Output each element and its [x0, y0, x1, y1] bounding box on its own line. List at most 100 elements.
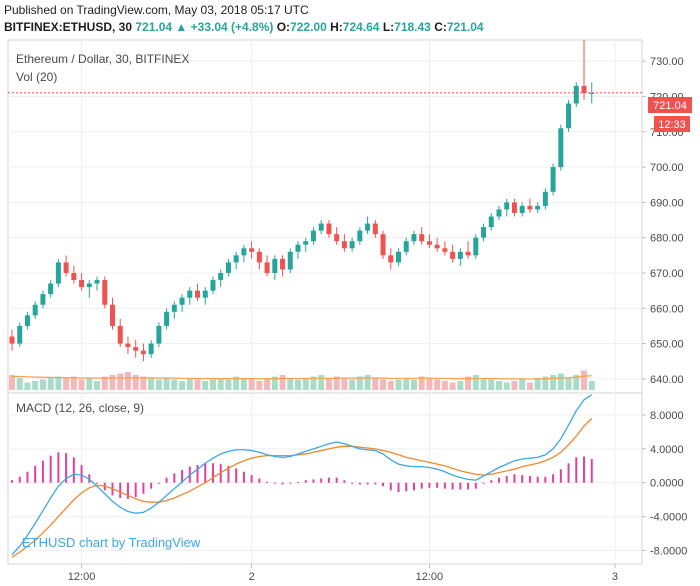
- candle-body: [349, 241, 355, 249]
- high-label: H:: [330, 20, 343, 34]
- volume-bar: [225, 379, 232, 390]
- macd-histogram-bar: [482, 482, 485, 484]
- macd-histogram-bar: [583, 456, 586, 483]
- candle-body: [519, 205, 525, 213]
- volume-ma-line: [12, 375, 592, 380]
- candle-body: [372, 223, 378, 235]
- macd-histogram-bar: [312, 479, 315, 483]
- volume-bar: [163, 378, 170, 390]
- candle-body: [287, 251, 293, 270]
- volume-bar: [349, 379, 356, 390]
- axes: 640.00 650.00 660.00 670.00 680.00 690.00 700.…: [68, 56, 688, 583]
- candle-body: [550, 167, 556, 192]
- candle-body: [48, 283, 54, 295]
- macd-histogram-bar: [41, 460, 44, 483]
- volume-bar: [325, 378, 332, 390]
- macd-histogram-bar: [320, 478, 323, 483]
- volume-bar: [387, 381, 394, 390]
- volume-bar: [488, 379, 495, 390]
- volume-bar: [495, 381, 502, 390]
- macd-histogram-bar: [80, 464, 83, 483]
- close-label: C:: [434, 20, 447, 34]
- volume-bar: [117, 373, 124, 390]
- volume-bar: [109, 375, 116, 390]
- candle-body: [403, 241, 409, 252]
- candle-body: [40, 294, 46, 305]
- volume-bar: [101, 376, 108, 390]
- macd-histogram-bar: [405, 482, 408, 492]
- macd-histogram-bar: [528, 475, 531, 483]
- volume-bar: [209, 379, 216, 390]
- close-value: 721.04: [446, 20, 484, 34]
- volume-bar: [256, 381, 263, 390]
- last-price: 721.04: [135, 20, 173, 34]
- candle-body: [156, 325, 162, 344]
- candle-body: [79, 280, 85, 288]
- macd-histogram-bar: [119, 482, 122, 498]
- price-tick-label: 680.00: [650, 233, 684, 245]
- macd-histogram-bar: [18, 476, 21, 483]
- macd-tick-label: 8.0000: [650, 410, 684, 422]
- candle-body: [195, 290, 201, 298]
- candle-body: [426, 241, 432, 245]
- candle-body: [303, 241, 309, 245]
- volume-bar: [39, 379, 46, 390]
- macd-histogram-bar: [327, 477, 330, 483]
- candle-body: [102, 280, 108, 305]
- symbol-label: BITFINEX:ETHUSD, 30: [4, 20, 133, 34]
- volume-bar: [202, 381, 209, 390]
- volume-bar: [47, 378, 54, 390]
- macd-histogram-bar: [181, 470, 184, 483]
- macd-histogram-bar: [142, 482, 145, 494]
- high-value: 724.64: [342, 20, 380, 34]
- volume-bar: [410, 379, 417, 390]
- candle-body: [241, 248, 247, 256]
- volume-bar: [194, 379, 201, 390]
- candle-body: [179, 297, 185, 305]
- macd-histogram-bar: [552, 474, 555, 483]
- macd-tick-label: 4.0000: [650, 444, 684, 456]
- candle-body: [326, 223, 332, 235]
- time-tick-label: 2: [249, 571, 255, 583]
- low-value: 718.43: [394, 20, 431, 34]
- volume-bar: [441, 381, 448, 390]
- macd-histogram-bar: [165, 477, 168, 483]
- candle-body: [341, 241, 347, 249]
- candle-body: [573, 85, 579, 104]
- candle-body: [71, 272, 77, 281]
- candle-body: [109, 304, 115, 326]
- macd-histogram-bar: [366, 482, 369, 485]
- macd-histogram-bar: [266, 481, 269, 483]
- macd-histogram-bar: [358, 482, 361, 485]
- macd-histogram-bar: [304, 480, 307, 483]
- candle-body: [318, 223, 324, 231]
- macd-histogram-bar: [474, 482, 477, 489]
- candle-body: [24, 315, 30, 326]
- macd-histogram-bar: [88, 474, 91, 483]
- candle-body: [256, 251, 262, 263]
- macd-histogram-bar: [258, 478, 261, 483]
- macd-histogram-bar: [351, 482, 354, 484]
- candle-body: [17, 325, 23, 344]
- volume-bar: [403, 378, 410, 390]
- macd-line: [11, 394, 593, 556]
- macd-histogram-bar: [126, 482, 129, 499]
- volume-bar: [333, 376, 340, 390]
- macd-histogram-bar: [11, 480, 13, 483]
- volume-bar: [155, 379, 162, 390]
- volume-bar: [519, 379, 526, 390]
- price-tick-label: 730.00: [650, 56, 684, 68]
- countdown-tag-label: 12:33: [658, 119, 686, 131]
- macd-tick-label: -4.0000: [650, 512, 687, 524]
- volume-bar: [356, 376, 363, 390]
- candle-body: [496, 209, 502, 217]
- candle-body: [442, 248, 448, 252]
- volume-bar: [179, 381, 186, 390]
- candle-body: [581, 85, 587, 93]
- price-tick-label: 690.00: [650, 197, 684, 209]
- volume-bar: [271, 376, 278, 390]
- candles: [9, 40, 595, 362]
- macd-histogram-bar: [505, 475, 508, 483]
- volume-bar: [511, 381, 518, 390]
